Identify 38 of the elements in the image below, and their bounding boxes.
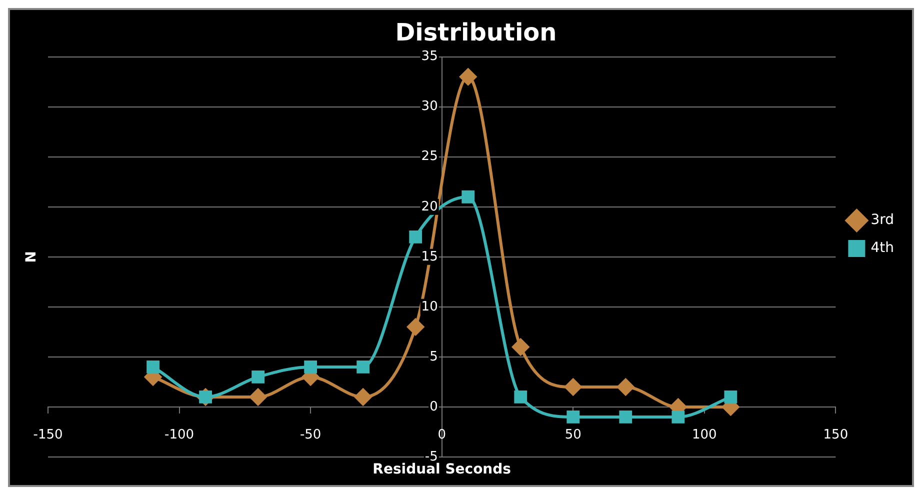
point — [460, 68, 477, 86]
y-axis-title: N — [24, 251, 40, 263]
x-tick-label: 150 — [823, 427, 848, 442]
x-tick-label: -150 — [33, 427, 63, 442]
x-tick-label: 100 — [692, 427, 717, 442]
x-tick-label: -100 — [164, 427, 194, 442]
point — [304, 360, 318, 374]
point — [672, 410, 685, 424]
point — [252, 370, 264, 384]
y-tick-label: 0 — [430, 399, 438, 414]
point — [250, 388, 267, 406]
legend-label: 3rd — [870, 212, 894, 228]
point — [566, 410, 580, 424]
y-tick-label: 35 — [421, 49, 438, 64]
x-axis-title: Residual Seconds — [372, 462, 512, 478]
point — [512, 338, 530, 356]
y-tick-label: 15 — [421, 249, 438, 264]
point — [354, 388, 372, 406]
point — [617, 378, 634, 396]
y-tick-label: 5 — [430, 349, 438, 364]
chart-title: Distribution — [395, 18, 557, 47]
point — [146, 360, 160, 374]
point — [356, 360, 370, 374]
y-tick-label: 10 — [421, 299, 438, 314]
point — [619, 410, 632, 424]
y-tick-label: -5 — [424, 449, 438, 464]
y-tick-label: 20 — [421, 199, 438, 214]
point — [724, 390, 738, 404]
point — [462, 190, 475, 204]
y-tick-label: 25 — [421, 149, 438, 164]
x-tick-label: 50 — [564, 427, 582, 442]
x-tick-label: -50 — [300, 427, 322, 442]
y-tick-label: 30 — [421, 99, 438, 114]
point — [564, 378, 582, 396]
point — [409, 230, 422, 244]
point — [407, 318, 424, 336]
legend-label: 4th — [870, 240, 894, 256]
point — [514, 390, 528, 404]
